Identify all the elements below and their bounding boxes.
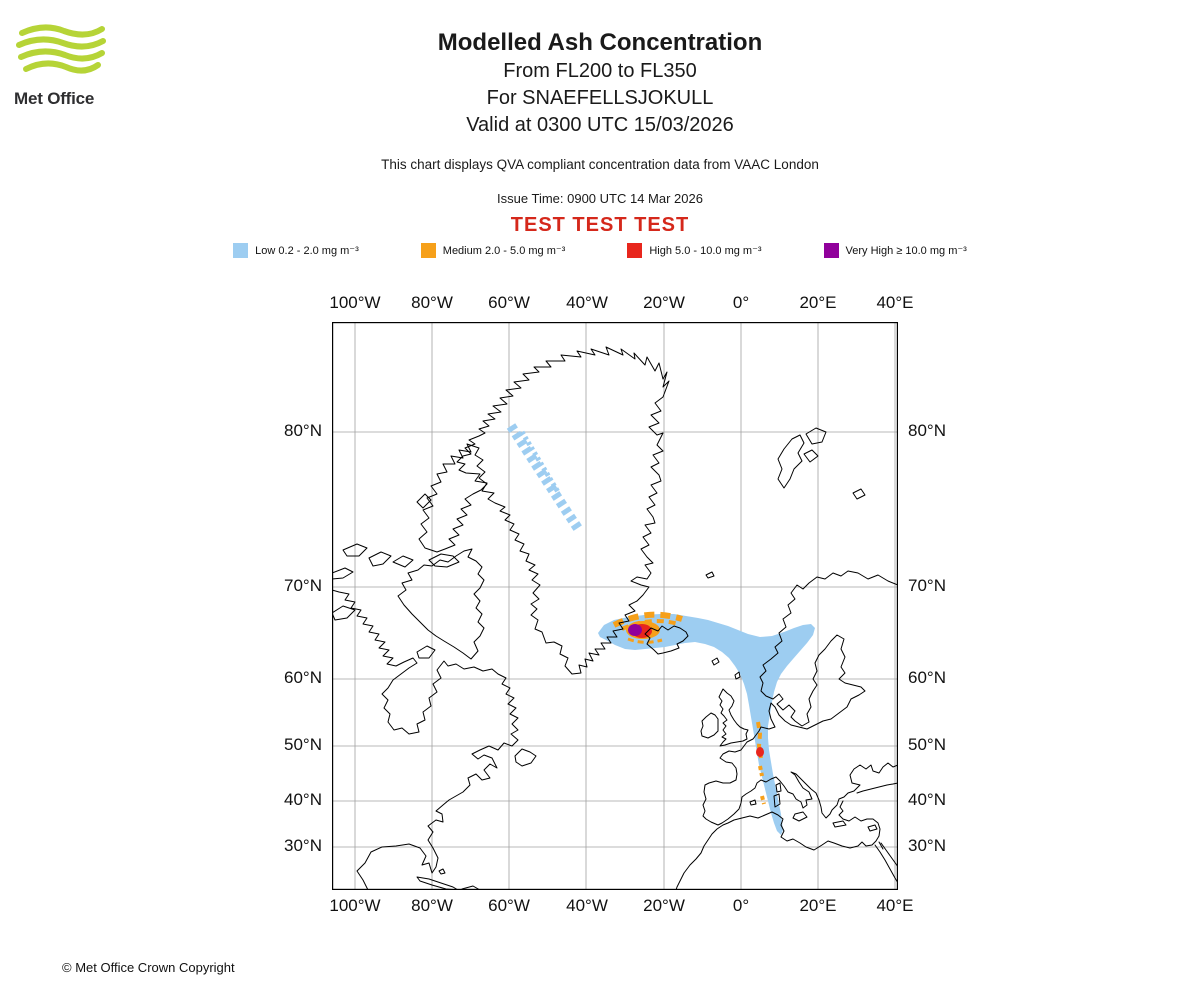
test-banner: TEST TEST TEST bbox=[510, 214, 690, 236]
lon-label-bottom: 40°W bbox=[566, 896, 608, 915]
coast-corsica bbox=[775, 782, 782, 793]
legend-label-medium: Medium 2.0 - 5.0 mg m⁻³ bbox=[442, 245, 566, 257]
lat-label-left: 60°N bbox=[284, 668, 322, 687]
lon-label-top: 20°E bbox=[799, 293, 837, 312]
legend-item-high: High 5.0 - 10.0 mg m⁻³ bbox=[627, 243, 762, 258]
coast-crete bbox=[832, 820, 847, 828]
page-title: Modelled Ash Concentration bbox=[437, 29, 763, 56]
map-panel bbox=[331, 322, 899, 891]
legend-item-low: Low 0.2 - 2.0 mg m⁻³ bbox=[233, 243, 359, 258]
coast-southampton-island bbox=[416, 645, 436, 659]
lat-label-left: 50°N bbox=[284, 735, 322, 754]
lon-label-bottom: 80°W bbox=[411, 896, 453, 915]
map-border bbox=[332, 322, 898, 890]
coast-arctic-island-2 bbox=[368, 551, 392, 567]
lat-label-left: 80°N bbox=[284, 421, 322, 440]
coast-victoria-island bbox=[331, 605, 356, 621]
coast-baffin bbox=[397, 548, 485, 660]
coast-sardinia bbox=[773, 793, 781, 808]
coast-turkey-north bbox=[856, 782, 899, 794]
coast-shetland bbox=[734, 671, 741, 680]
coast-faroe bbox=[711, 657, 720, 666]
lon-label-top: 0° bbox=[732, 293, 750, 312]
coast-jan-mayen bbox=[705, 571, 715, 579]
coast-spitsbergen bbox=[777, 434, 805, 489]
lon-label-bottom: 60°W bbox=[488, 896, 530, 915]
lon-label-bottom: 20°W bbox=[643, 896, 685, 915]
coast-north-america bbox=[331, 589, 519, 891]
coast-axel-heiberg bbox=[416, 493, 432, 509]
lat-label-left: 40°N bbox=[284, 790, 322, 809]
lon-label-bottom: 0° bbox=[732, 896, 750, 915]
issue-time: Issue Time: 0900 UTC 14 Mar 2026 bbox=[497, 191, 703, 206]
legend: Low 0.2 - 2.0 mg m⁻³ Medium 2.0 - 5.0 mg… bbox=[0, 243, 1200, 258]
coastlines bbox=[331, 346, 899, 891]
lon-label-top: 80°W bbox=[411, 293, 453, 312]
copyright-notice: © Met Office Crown Copyright bbox=[62, 960, 235, 975]
lat-label-right: 50°N bbox=[908, 735, 946, 754]
coast-bahamas bbox=[438, 868, 446, 875]
coast-nordaustlandet bbox=[805, 427, 827, 445]
ash-very-high-area bbox=[628, 624, 642, 636]
ash-low-plume bbox=[598, 614, 815, 835]
coast-europe bbox=[702, 570, 899, 826]
coast-arctic-island-3 bbox=[342, 543, 368, 557]
coast-ellesmere bbox=[418, 443, 488, 553]
legend-label-low: Low 0.2 - 2.0 mg m⁻³ bbox=[255, 245, 359, 257]
legend-item-medium: Medium 2.0 - 5.0 mg m⁻³ bbox=[420, 243, 566, 258]
coast-north-africa bbox=[675, 800, 881, 891]
qva-note: This chart displays QVA compliant concen… bbox=[381, 157, 819, 172]
coast-arctic-island-1 bbox=[392, 555, 414, 568]
coast-arctic-island-4 bbox=[331, 567, 354, 580]
legend-swatch-very-high bbox=[823, 243, 839, 258]
coast-great-britain bbox=[718, 688, 749, 747]
coast-cyprus bbox=[867, 824, 878, 832]
coast-newfoundland bbox=[514, 748, 537, 767]
lon-label-top: 40°E bbox=[876, 293, 914, 312]
graticule-grid bbox=[332, 322, 898, 890]
legend-label-high: High 5.0 - 10.0 mg m⁻³ bbox=[649, 245, 762, 257]
met-office-logo: Met Office bbox=[14, 24, 124, 109]
coast-red-sea-east bbox=[880, 842, 899, 868]
lat-label-left: 70°N bbox=[284, 576, 322, 595]
lon-label-top: 20°W bbox=[643, 293, 685, 312]
coast-devon-island bbox=[428, 553, 460, 568]
lat-label-left: 30°N bbox=[284, 836, 322, 855]
ash-map bbox=[331, 322, 899, 891]
lat-label-right: 70°N bbox=[908, 576, 946, 595]
subtitle-valid-time: Valid at 0300 UTC 15/03/2026 bbox=[466, 114, 734, 136]
coast-edgeoya bbox=[803, 449, 819, 463]
coast-red-sea-west bbox=[874, 844, 899, 884]
subtitle-flight-levels: From FL200 to FL350 bbox=[503, 60, 697, 82]
lat-label-right: 30°N bbox=[908, 836, 946, 855]
legend-swatch-low bbox=[233, 243, 249, 258]
met-office-logo-icon bbox=[16, 24, 106, 74]
lat-label-right: 80°N bbox=[908, 421, 946, 440]
lon-label-top: 40°W bbox=[566, 293, 608, 312]
lon-label-bottom: 100°W bbox=[329, 896, 381, 915]
lon-label-bottom: 20°E bbox=[799, 896, 837, 915]
coast-cuba bbox=[416, 876, 459, 891]
lon-label-top: 100°W bbox=[329, 293, 381, 312]
legend-swatch-high bbox=[627, 243, 643, 258]
coast-kong-karls-land bbox=[852, 488, 866, 500]
coast-sicily bbox=[792, 811, 808, 822]
coast-greenland bbox=[456, 346, 670, 675]
coast-gulf-aqaba bbox=[878, 841, 884, 850]
legend-label-very-high: Very High ≥ 10.0 mg m⁻³ bbox=[845, 245, 967, 257]
legend-item-very-high: Very High ≥ 10.0 mg m⁻³ bbox=[823, 243, 967, 258]
coast-ireland bbox=[700, 712, 719, 739]
lon-label-bottom: 40°E bbox=[876, 896, 914, 915]
legend-swatch-medium bbox=[420, 243, 436, 258]
coast-mallorca bbox=[749, 799, 757, 806]
lon-label-top: 60°W bbox=[488, 293, 530, 312]
met-office-logo-text: Met Office bbox=[14, 89, 95, 108]
lat-label-right: 60°N bbox=[908, 668, 946, 687]
lat-label-right: 40°N bbox=[908, 790, 946, 809]
ash-low-streak-greenland bbox=[506, 423, 584, 533]
chart-header: Modelled Ash Concentration From FL200 to… bbox=[0, 28, 1200, 139]
coast-iceland bbox=[644, 625, 689, 655]
subtitle-volcano: For SNAEFELLSJOKULL bbox=[486, 87, 714, 109]
